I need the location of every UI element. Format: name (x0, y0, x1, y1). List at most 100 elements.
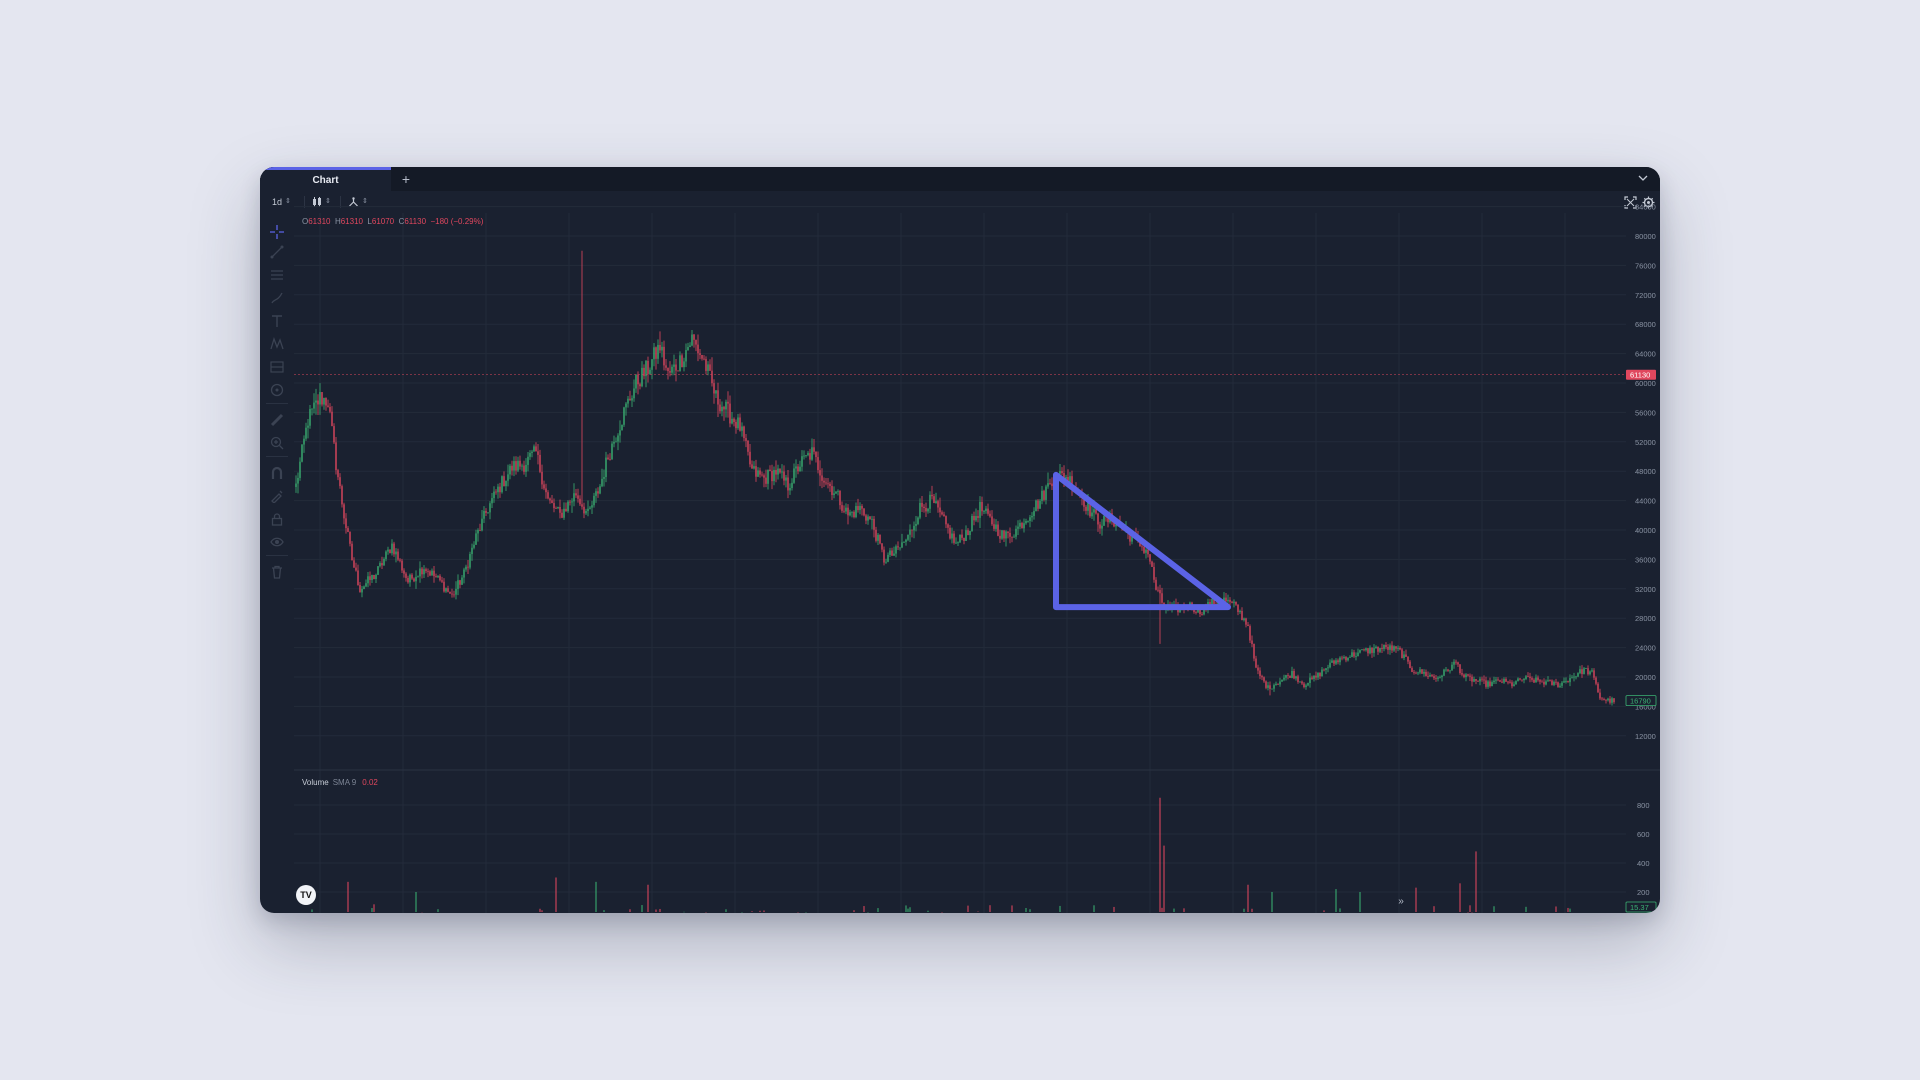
candle-body (1303, 683, 1305, 688)
candle-body (929, 494, 931, 509)
candle-body (377, 566, 379, 575)
chevron-down-icon[interactable] (1636, 171, 1650, 185)
candle-body (1063, 473, 1065, 480)
price-chart[interactable]: 84000 80000 76000 72000 68000 64000 60000 56000… (260, 167, 1660, 913)
crosshair-icon[interactable] (270, 225, 284, 239)
volume-bar (655, 909, 657, 912)
candle-body (633, 388, 635, 399)
candle-body (1249, 626, 1251, 641)
tradingview-logo[interactable]: TV (296, 885, 316, 905)
candle-body (1227, 599, 1229, 602)
candle-body (847, 507, 849, 516)
candle-body (1365, 648, 1367, 651)
descending-triangle-annotation[interactable] (1053, 471, 1231, 611)
candle-body (799, 466, 801, 472)
forecast-icon[interactable] (270, 360, 284, 374)
volume-title: Volume (302, 778, 329, 787)
settings-icon[interactable] (1642, 196, 1655, 209)
close-label: C (398, 217, 405, 226)
pattern-icon[interactable] (270, 336, 284, 351)
change-value: −180 (−0.29%) (430, 217, 484, 226)
volume-bar (347, 881, 349, 912)
candle-body (713, 383, 715, 394)
candle-body (1029, 517, 1031, 521)
candle-body (1145, 549, 1147, 553)
candle-body (723, 406, 725, 410)
candle-body (1593, 670, 1595, 678)
price-axis-tick: 64000 (1635, 350, 1656, 359)
candle-body (687, 347, 689, 351)
candle-body (1113, 521, 1115, 527)
candle-body (951, 533, 953, 539)
candle-body (1313, 675, 1315, 679)
candle-body (821, 475, 823, 481)
candle-body (1419, 669, 1421, 673)
candle-body (1017, 526, 1019, 529)
candle-body (639, 384, 641, 387)
candle-body (875, 529, 877, 541)
candle-body (643, 367, 645, 377)
draw-mode-icon[interactable] (270, 489, 284, 504)
volume-bar (1247, 884, 1249, 912)
zoom-icon[interactable] (270, 436, 284, 450)
candle-body (1333, 660, 1335, 664)
candle-body (403, 570, 405, 574)
candle-body (999, 535, 1001, 539)
candle-body (461, 577, 463, 585)
candle-body (1439, 677, 1441, 678)
candle-body (453, 594, 455, 596)
candle-body (1557, 682, 1559, 687)
tab-chart[interactable]: Chart (260, 167, 391, 191)
candle-body (1159, 590, 1161, 594)
candle-body (861, 505, 863, 509)
candle-body (757, 470, 759, 477)
candle-body (547, 492, 549, 499)
candle-body (353, 560, 355, 568)
trash-icon[interactable] (270, 565, 284, 579)
tab-chart-label: Chart (312, 175, 339, 186)
candle-body (1009, 532, 1011, 537)
candle-body (445, 588, 447, 592)
ruler-icon[interactable] (270, 413, 284, 427)
brush-icon[interactable] (270, 291, 284, 305)
close-value: 61130 (404, 217, 427, 226)
candle-body (795, 466, 797, 469)
chart-type-selector[interactable]: ⇕ (312, 195, 331, 209)
candle-body (667, 367, 669, 372)
trend-line-icon[interactable] (270, 245, 284, 259)
candle-body (1381, 648, 1383, 650)
candle-body (855, 506, 857, 518)
candle-body (623, 407, 625, 425)
scroll-to-latest-icon[interactable]: » (1398, 896, 1404, 907)
indicators-selector[interactable]: ⇕ (348, 195, 368, 209)
candle-body (849, 512, 851, 516)
candle-body (1007, 531, 1009, 533)
candle-body (1375, 646, 1377, 649)
add-tab-button[interactable]: + (401, 171, 411, 187)
candle-body (693, 334, 695, 340)
candle-body (1259, 670, 1261, 677)
candle-body (787, 477, 789, 491)
shapes-icon[interactable] (270, 383, 284, 397)
candle-body (915, 523, 917, 526)
candle-body (1433, 676, 1435, 679)
candle-body (1337, 660, 1339, 663)
candle-body (411, 574, 413, 579)
price-axis-tick: 24000 (1635, 644, 1656, 653)
horizontal-lines-icon[interactable] (270, 268, 284, 282)
eye-icon[interactable] (270, 535, 284, 549)
candle-body (501, 476, 503, 493)
magnet-icon[interactable] (270, 466, 284, 480)
candle-body (941, 512, 943, 515)
candle-body (931, 494, 933, 497)
candle-body (355, 567, 357, 571)
candle-body (791, 482, 793, 489)
text-icon[interactable] (270, 314, 284, 328)
fullscreen-icon[interactable] (1624, 196, 1637, 209)
candle-body (457, 580, 459, 589)
candle-body (1213, 598, 1215, 605)
interval-selector[interactable]: 1d ⇕ (272, 195, 291, 209)
candle-body (625, 403, 627, 408)
lock-icon[interactable] (270, 512, 284, 526)
candle-body (1193, 609, 1195, 613)
